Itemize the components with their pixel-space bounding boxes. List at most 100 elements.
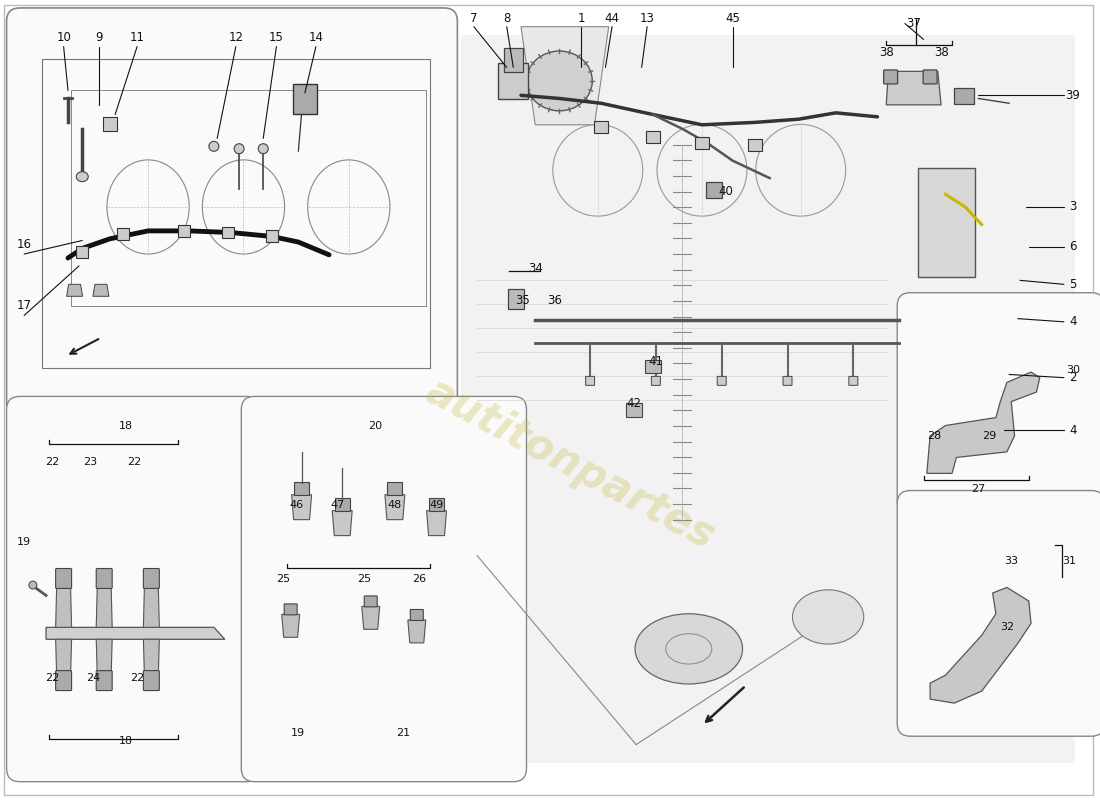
Text: 23: 23 <box>82 458 97 467</box>
Ellipse shape <box>792 590 864 644</box>
FancyBboxPatch shape <box>76 246 88 258</box>
Text: 32: 32 <box>1000 622 1014 632</box>
FancyBboxPatch shape <box>883 70 898 84</box>
Polygon shape <box>931 587 1031 703</box>
FancyBboxPatch shape <box>849 376 858 386</box>
Text: 13: 13 <box>640 12 654 26</box>
Text: 21: 21 <box>397 729 410 738</box>
Polygon shape <box>56 639 72 675</box>
Polygon shape <box>96 639 112 675</box>
Polygon shape <box>521 26 608 125</box>
FancyBboxPatch shape <box>508 290 524 310</box>
Text: 35: 35 <box>515 294 529 306</box>
Text: 17: 17 <box>16 299 32 312</box>
Text: 4: 4 <box>1069 315 1077 328</box>
Ellipse shape <box>29 581 37 589</box>
FancyBboxPatch shape <box>7 8 458 417</box>
Text: 38: 38 <box>879 46 893 58</box>
Text: 11: 11 <box>130 30 144 43</box>
FancyBboxPatch shape <box>294 482 309 495</box>
FancyBboxPatch shape <box>923 70 937 84</box>
Text: 19: 19 <box>292 729 306 738</box>
FancyBboxPatch shape <box>410 610 424 621</box>
FancyBboxPatch shape <box>594 122 608 133</box>
Text: 12: 12 <box>229 30 243 43</box>
Polygon shape <box>56 587 72 627</box>
Text: 1: 1 <box>578 12 585 26</box>
Text: 40: 40 <box>718 185 734 198</box>
Text: 26: 26 <box>411 574 426 585</box>
Text: 45: 45 <box>725 12 740 26</box>
Text: 16: 16 <box>16 238 32 251</box>
Text: autitonpartes: autitonpartes <box>419 370 722 558</box>
FancyBboxPatch shape <box>898 490 1100 736</box>
FancyBboxPatch shape <box>7 397 260 782</box>
Text: 47: 47 <box>331 500 345 510</box>
Text: 6: 6 <box>1069 240 1077 254</box>
Ellipse shape <box>258 144 268 154</box>
FancyBboxPatch shape <box>284 604 297 615</box>
FancyBboxPatch shape <box>178 225 190 237</box>
Ellipse shape <box>527 51 592 111</box>
Text: 22: 22 <box>45 458 59 467</box>
Text: 3: 3 <box>1069 201 1077 214</box>
Text: 22: 22 <box>45 673 59 682</box>
Text: 22: 22 <box>126 458 141 467</box>
Text: 41: 41 <box>648 355 663 368</box>
FancyBboxPatch shape <box>117 228 129 240</box>
Text: 29: 29 <box>982 431 997 441</box>
Text: 10: 10 <box>56 30 72 43</box>
FancyBboxPatch shape <box>96 569 112 589</box>
Text: 36: 36 <box>548 294 562 306</box>
FancyBboxPatch shape <box>645 359 661 374</box>
Text: 2: 2 <box>1069 371 1077 384</box>
Text: 18: 18 <box>119 737 133 746</box>
Text: 24: 24 <box>86 673 100 682</box>
Text: 4: 4 <box>1069 424 1077 437</box>
Text: 34: 34 <box>528 262 542 275</box>
Ellipse shape <box>209 142 219 151</box>
Text: 15: 15 <box>270 30 284 43</box>
Polygon shape <box>96 587 112 627</box>
Ellipse shape <box>635 614 742 684</box>
FancyBboxPatch shape <box>954 87 974 105</box>
Polygon shape <box>67 284 82 296</box>
Text: 14: 14 <box>308 30 323 43</box>
FancyBboxPatch shape <box>498 62 528 99</box>
Text: 37: 37 <box>906 17 921 30</box>
Text: 19: 19 <box>18 537 31 547</box>
FancyBboxPatch shape <box>918 168 975 278</box>
FancyBboxPatch shape <box>143 569 160 589</box>
FancyBboxPatch shape <box>334 498 350 511</box>
Polygon shape <box>427 510 447 536</box>
FancyBboxPatch shape <box>706 182 722 198</box>
Text: 33: 33 <box>1004 556 1019 566</box>
Text: 7: 7 <box>470 12 477 26</box>
FancyBboxPatch shape <box>364 596 377 607</box>
Polygon shape <box>887 71 942 105</box>
Polygon shape <box>92 284 109 296</box>
Text: 49: 49 <box>429 500 443 510</box>
Text: 42: 42 <box>627 398 641 410</box>
Text: 28: 28 <box>927 431 942 441</box>
Text: 20: 20 <box>368 421 382 430</box>
FancyBboxPatch shape <box>695 137 708 149</box>
Text: 8: 8 <box>503 12 510 26</box>
FancyBboxPatch shape <box>429 498 444 511</box>
FancyBboxPatch shape <box>56 670 72 690</box>
Text: 5: 5 <box>1069 278 1077 291</box>
FancyBboxPatch shape <box>748 138 761 150</box>
Polygon shape <box>143 639 160 675</box>
FancyBboxPatch shape <box>293 84 317 114</box>
Polygon shape <box>332 510 352 536</box>
Polygon shape <box>461 34 1075 763</box>
Text: 9: 9 <box>95 30 102 43</box>
Text: 25: 25 <box>358 574 371 585</box>
Text: 39: 39 <box>1065 89 1080 102</box>
Polygon shape <box>408 620 426 643</box>
Text: 48: 48 <box>387 500 402 510</box>
Polygon shape <box>143 587 160 627</box>
Polygon shape <box>362 606 380 630</box>
FancyBboxPatch shape <box>651 376 660 386</box>
FancyBboxPatch shape <box>387 482 403 495</box>
